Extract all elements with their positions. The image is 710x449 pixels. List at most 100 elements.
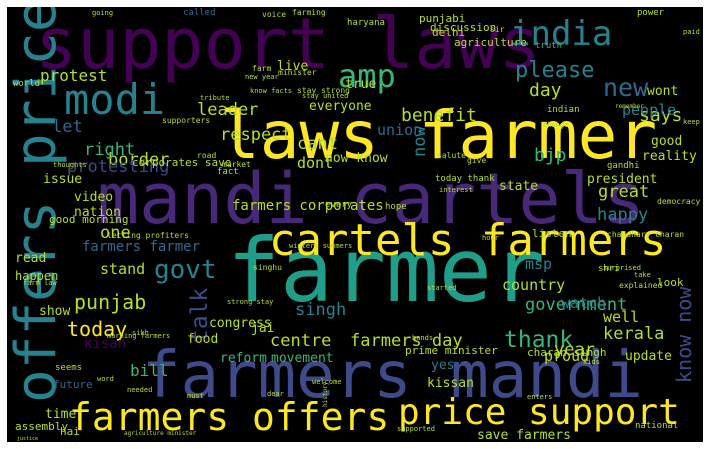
word: farming [292, 8, 326, 17]
word: president [587, 172, 658, 187]
word: strong stay [227, 298, 274, 306]
word: right [84, 140, 136, 160]
word-cloud: farmer support laws laws farmer mandi ca… [7, 7, 703, 442]
word: movement [271, 351, 334, 366]
word: bjp [534, 145, 567, 166]
word: tribute [200, 94, 230, 102]
word: winters summers [289, 242, 353, 250]
word: stay strong [297, 86, 350, 95]
word: enters [527, 393, 553, 401]
word: power [637, 8, 665, 18]
word: punjab [74, 290, 147, 314]
word: reality [642, 149, 697, 164]
word: laws farmer [220, 97, 658, 174]
word: food [187, 332, 219, 347]
word: must [187, 392, 204, 400]
word: farmer [227, 219, 545, 322]
word: justice [17, 436, 39, 442]
word: cant [297, 134, 338, 154]
word: supporters [162, 116, 211, 125]
word: wont [647, 84, 679, 99]
word: agriculture minister [124, 430, 197, 437]
word: great [598, 182, 650, 202]
word: hands [412, 334, 434, 342]
word: history [322, 381, 329, 407]
word: update [625, 349, 672, 364]
word: called [183, 8, 216, 18]
word: benefit [401, 105, 477, 126]
word: stand [100, 260, 146, 278]
word: price support [398, 392, 680, 433]
word: corporates save [132, 156, 232, 169]
word: government [525, 295, 628, 315]
word: video [74, 190, 114, 205]
word: save farmers [477, 428, 571, 442]
word: thoughts [53, 161, 87, 169]
word: read [15, 251, 47, 266]
word: leader [197, 100, 259, 120]
word: show [39, 304, 71, 319]
word: keep [683, 118, 700, 126]
word: mandi cartels [97, 158, 645, 240]
word: voice [262, 10, 287, 19]
word: road [197, 151, 217, 160]
word: needed [127, 386, 153, 394]
word: kerala [603, 324, 665, 344]
word: truth [535, 41, 563, 51]
word: take [634, 271, 651, 279]
word: day [529, 80, 562, 101]
word: says [639, 105, 683, 126]
word: people [622, 101, 677, 119]
word: going [92, 9, 114, 17]
word: respect [220, 125, 292, 145]
word: hai [60, 425, 80, 438]
word: amp [338, 57, 396, 95]
word: border [108, 150, 170, 170]
word: delhi [432, 26, 466, 39]
word: sir [490, 25, 505, 34]
word: farmers offers [69, 395, 390, 439]
word: interest [439, 186, 473, 194]
word: letting profiters [107, 231, 189, 240]
word: good [651, 134, 683, 149]
word: happen [15, 269, 59, 283]
word: dear [267, 390, 284, 398]
word: know now [672, 286, 696, 383]
word: proud [544, 347, 590, 365]
word: singh [295, 300, 347, 320]
word: support laws [35, 7, 541, 85]
word: protest [40, 66, 108, 85]
word: farm [252, 64, 272, 73]
word: market [222, 160, 251, 169]
word: now know [325, 151, 388, 166]
word: farmers day [350, 331, 463, 351]
word: democracy [657, 197, 701, 206]
word: today thank [435, 174, 495, 184]
word: remember [615, 103, 644, 110]
word: explained [619, 281, 663, 290]
word: india [510, 14, 613, 54]
word: assembly [15, 420, 68, 433]
word: surprised [603, 264, 641, 272]
word: reform [220, 351, 267, 366]
word: give [467, 156, 487, 165]
word: know facts [250, 87, 293, 95]
word: welcome [312, 378, 342, 386]
word: let [52, 117, 83, 137]
word: happy [597, 205, 649, 225]
word: msp [525, 255, 553, 273]
word: paid [683, 28, 700, 36]
word: yes [431, 358, 455, 373]
word: jai [251, 321, 275, 336]
word: protesting [67, 157, 170, 177]
word: now [410, 126, 430, 157]
word: watch [561, 294, 607, 312]
word: haryana [347, 18, 385, 28]
word: world [13, 79, 41, 89]
word: kids [583, 358, 600, 366]
word: every [325, 200, 353, 210]
word: morning farmers [107, 332, 171, 340]
word: fact [217, 167, 239, 177]
word: bill [130, 361, 169, 380]
word: listen [532, 227, 572, 240]
